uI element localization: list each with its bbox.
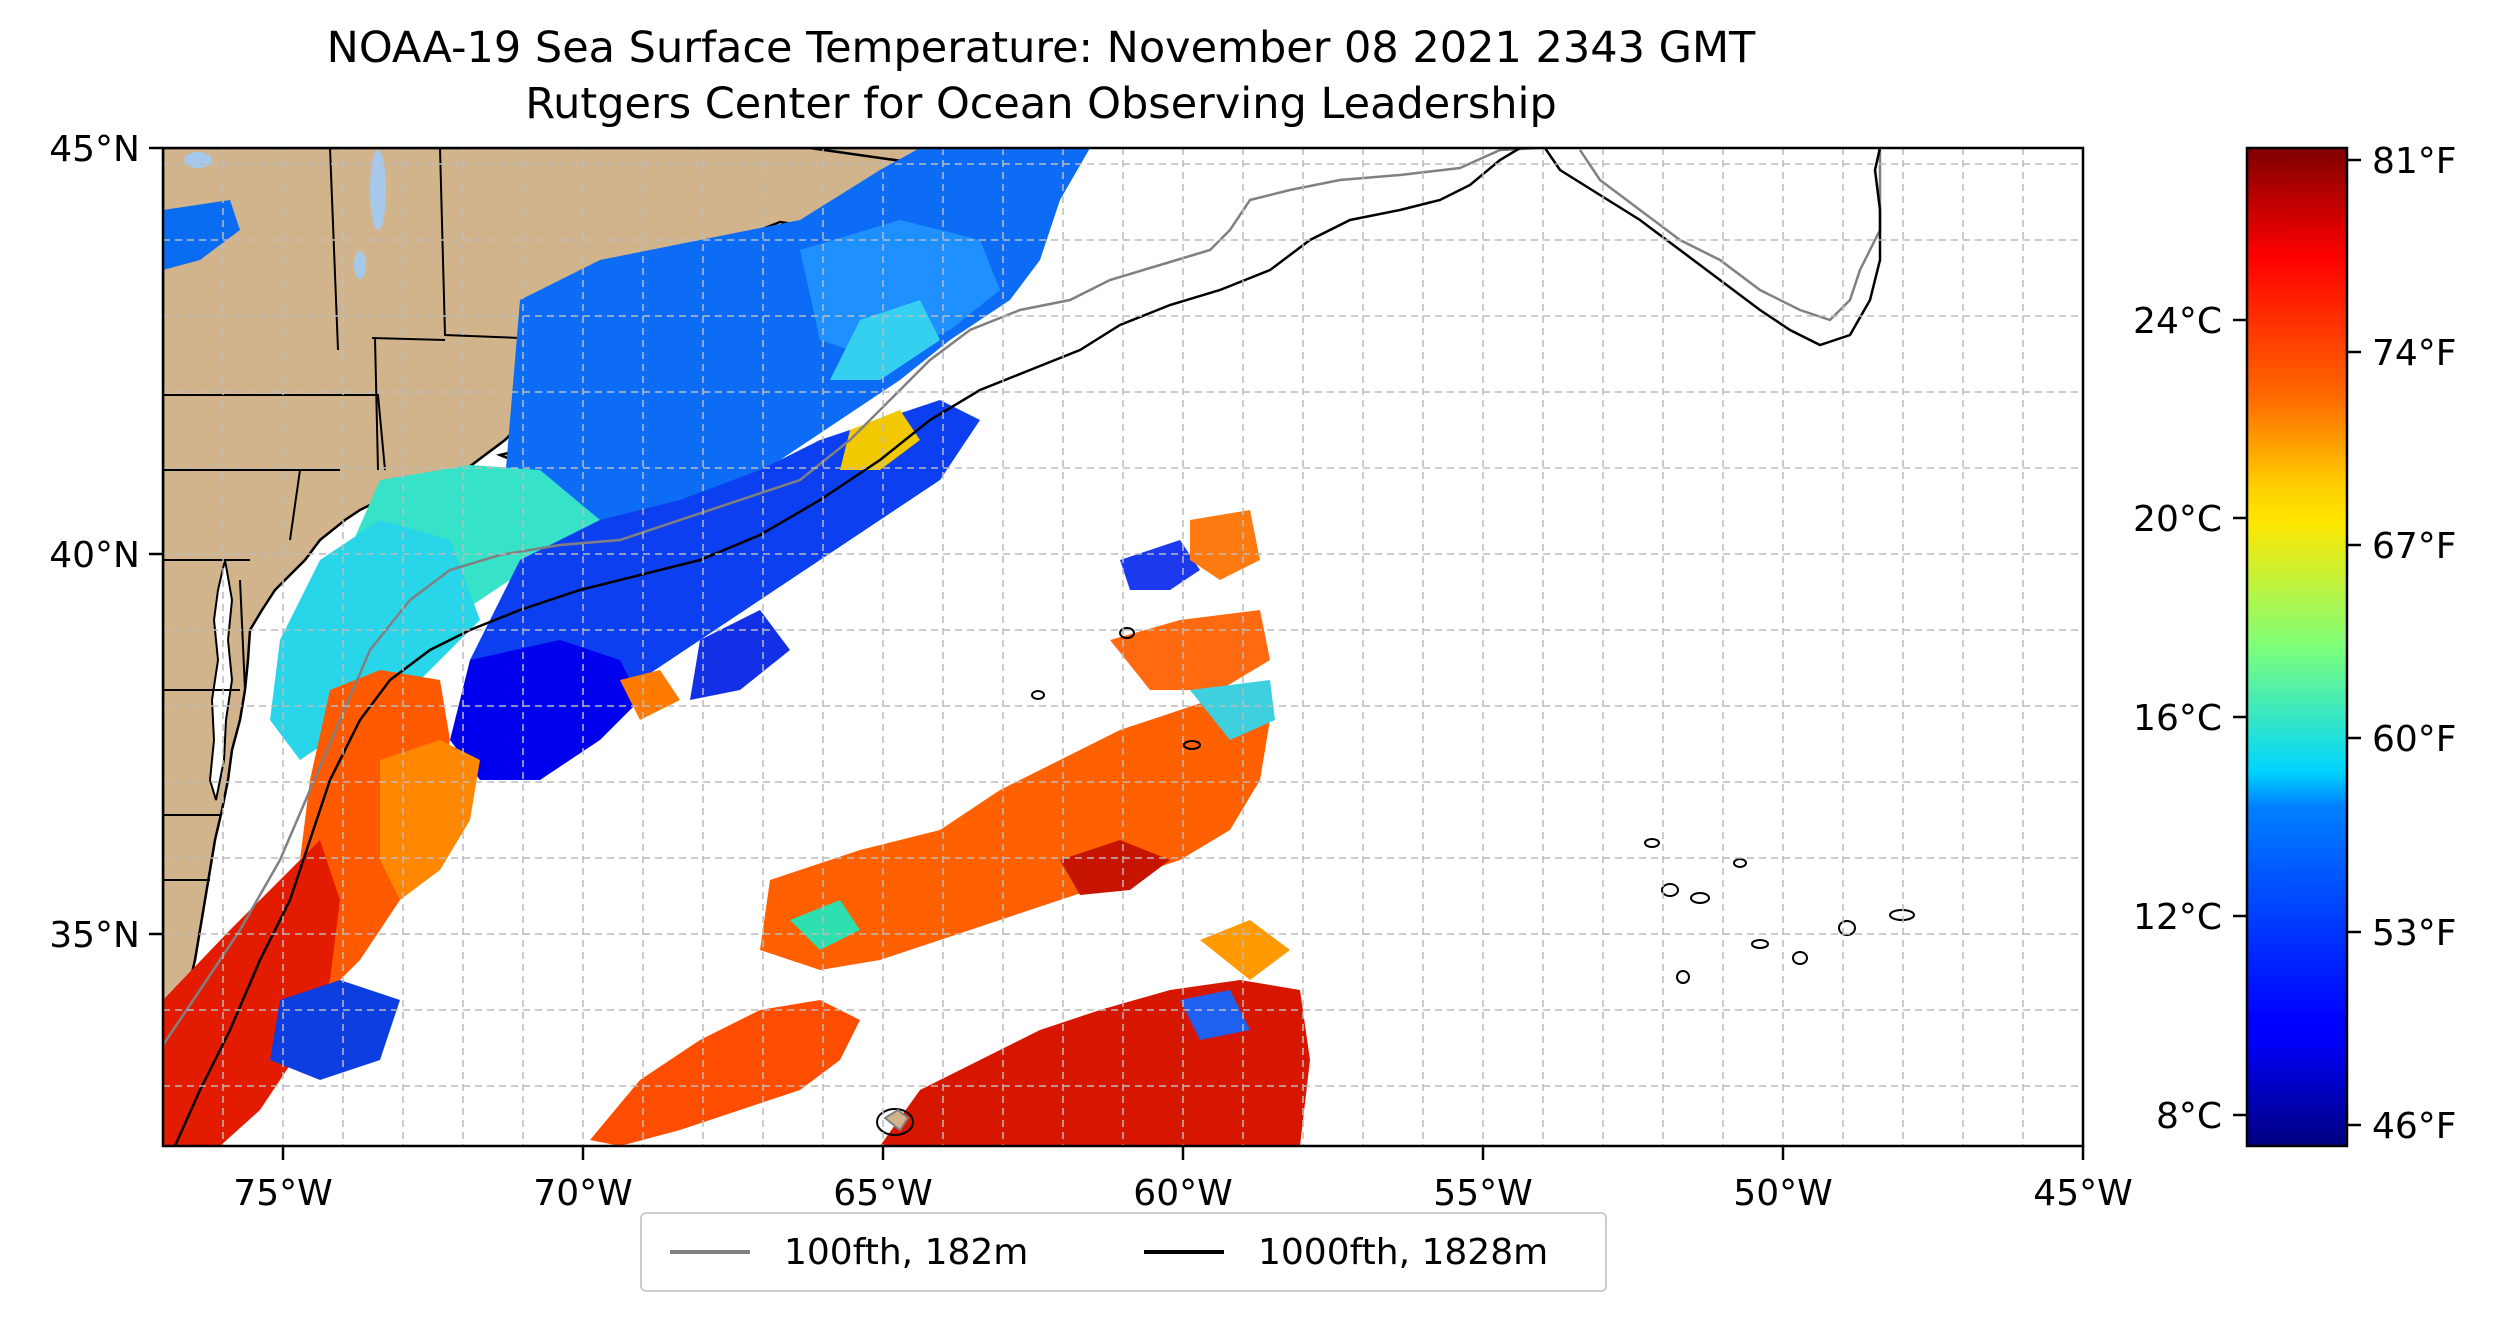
legend-item-1000fth: 1000fth, 1828m <box>1144 1214 1548 1290</box>
celsius-tick-12: 12°C <box>2133 897 2222 938</box>
celsius-tick-24: 24°C <box>2133 301 2222 342</box>
isobath-1000fth <box>173 148 1882 1146</box>
lon-tick-45w: 45°W <box>2033 1173 2132 1214</box>
colorbar-tick-marks <box>2233 158 2361 1127</box>
lon-tick-75w: 75°W <box>233 1173 332 1214</box>
celsius-tick-20: 20°C <box>2133 499 2222 540</box>
lat-tick-marks <box>149 146 163 936</box>
fahrenheit-tick-53: 53°F <box>2372 913 2457 954</box>
seamount-outlines <box>876 627 1915 1136</box>
fahrenheit-tick-46: 46°F <box>2372 1106 2457 1147</box>
lon-tick-70w: 70°W <box>533 1173 632 1214</box>
fahrenheit-tick-60: 60°F <box>2372 719 2457 760</box>
lat-tick-labels: 45°N 40°N 35°N <box>49 129 140 956</box>
fahrenheit-tick-74: 74°F <box>2372 333 2457 374</box>
fahrenheit-tick-67: 67°F <box>2372 526 2457 567</box>
legend-item-100fth: 100fth, 182m <box>670 1214 1028 1290</box>
lon-tick-60w: 60°W <box>1133 1173 1232 1214</box>
lon-tick-50w: 50°W <box>1733 1173 1832 1214</box>
legend-line-100fth <box>670 1250 750 1254</box>
legend: 100fth, 182m 1000fth, 1828m <box>640 1212 1607 1292</box>
fahrenheit-tick-81: 81°F <box>2372 141 2457 182</box>
lon-tick-55w: 55°W <box>1433 1173 1532 1214</box>
legend-label-1000fth: 1000fth, 1828m <box>1258 1231 1549 1273</box>
colorbar-celsius-labels: 24°C 20°C 16°C 12°C 8°C <box>2133 301 2222 1137</box>
lat-tick-40n: 40°N <box>49 535 140 576</box>
legend-line-1000fth <box>1144 1250 1224 1254</box>
map-gridlines <box>163 148 2083 1146</box>
lon-tick-65w: 65°W <box>833 1173 932 1214</box>
lat-tick-45n: 45°N <box>49 129 140 170</box>
colorbar <box>2245 146 2349 1148</box>
map-frame <box>161 146 2085 1148</box>
chesapeake-bay <box>208 559 234 801</box>
celsius-tick-8: 8°C <box>2156 1096 2222 1137</box>
lon-tick-marks <box>281 1146 2085 1160</box>
celsius-tick-16: 16°C <box>2133 698 2222 739</box>
colorbar-fahrenheit-labels: 81°F 74°F 67°F 60°F 53°F 46°F <box>2372 141 2457 1147</box>
bermuda-island <box>883 1108 910 1132</box>
lat-tick-35n: 35°N <box>49 915 140 956</box>
lon-tick-labels: 75°W 70°W 65°W 60°W 55°W 50°W 45°W <box>233 1173 2132 1214</box>
legend-label-100fth: 100fth, 182m <box>784 1231 1029 1273</box>
map-title: NOAA-19 Sea Surface Temperature: Novembe… <box>326 23 1756 73</box>
map-subtitle: Rutgers Center for Ocean Observing Leade… <box>525 79 1557 129</box>
